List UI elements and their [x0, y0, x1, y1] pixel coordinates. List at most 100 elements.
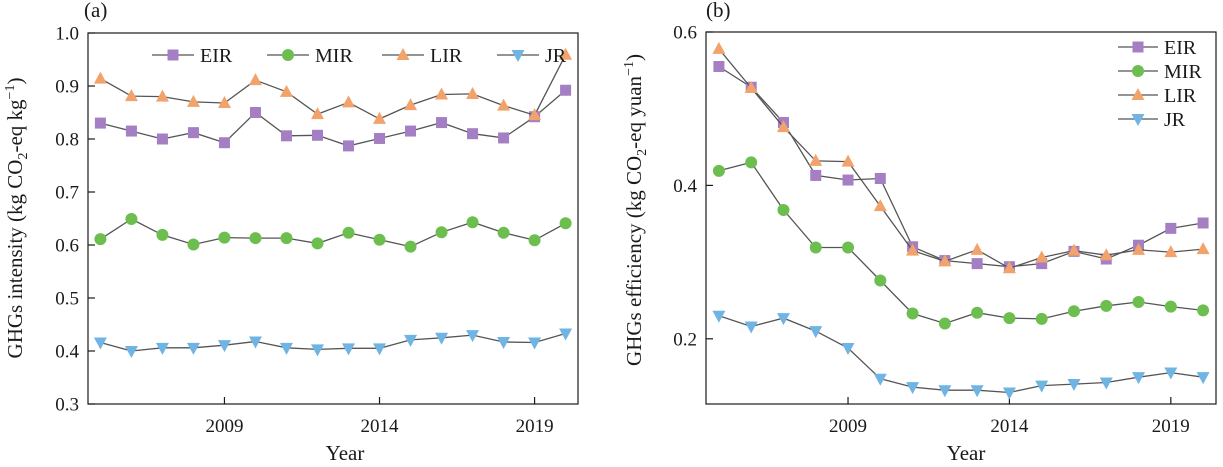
- data-point-mir: [435, 226, 448, 239]
- legend-marker-mir: [1132, 65, 1144, 77]
- y-tick-label: 0.6: [55, 236, 79, 257]
- data-point-eir: [971, 258, 983, 270]
- legend-marker-eir: [167, 49, 179, 61]
- data-point-jr: [435, 332, 449, 345]
- panel-b-y-title-part: ): [622, 54, 646, 61]
- data-point-mir: [1197, 304, 1210, 317]
- data-point-mir: [94, 233, 107, 246]
- y-tick-label: 0.3: [55, 395, 79, 416]
- data-point-eir: [1036, 258, 1048, 270]
- data-point-jr: [873, 373, 887, 386]
- data-point-jr: [1099, 377, 1113, 390]
- legend-label-jr: JR: [1164, 109, 1186, 131]
- legend-label-lir: LIR: [1164, 85, 1197, 107]
- panel-a: (a) 0.3 0.4 0.5 0.6 0.7 0.8 0.9 1.0 2009 2014 2019…: [3, 0, 579, 465]
- data-point-jr: [528, 337, 542, 350]
- data-point-eir: [498, 132, 510, 144]
- data-point-mir: [842, 241, 855, 254]
- panel-a-y-title-subscript: 2: [16, 153, 31, 160]
- legend-marker-mir: [282, 49, 294, 61]
- x-tick-label: 2009: [829, 416, 867, 437]
- data-point-lir: [744, 80, 758, 93]
- data-point-lir: [186, 94, 200, 107]
- data-point-jr: [93, 337, 107, 350]
- data-point-jr: [712, 310, 726, 323]
- y-tick-label: 1.0: [55, 24, 79, 45]
- data-point-jr: [1035, 380, 1049, 393]
- series-line-lir: [718, 48, 1204, 269]
- data-point-mir: [1003, 312, 1016, 325]
- series-line-lir: [100, 54, 567, 120]
- data-point-jr: [970, 385, 984, 398]
- data-point-mir: [249, 232, 262, 245]
- data-point-lir: [1196, 242, 1210, 255]
- data-point-jr: [938, 385, 952, 398]
- y-tick-label: 0.8: [55, 130, 79, 151]
- data-point-eir: [374, 132, 386, 144]
- panel-b-x-axis-title: Year: [947, 441, 986, 465]
- y-tick-label: 0.2: [673, 329, 697, 350]
- data-point-lir: [248, 73, 262, 86]
- x-tick-label: 2019: [1152, 416, 1190, 437]
- panel-a-y-title-part: GHGs intensity (kg CO: [3, 160, 27, 359]
- legend-marker-jr: [511, 50, 525, 62]
- data-point-lir: [873, 199, 887, 212]
- x-tick-label: 2019: [516, 416, 554, 437]
- data-point-jr: [776, 313, 790, 326]
- series-line-mir: [718, 161, 1204, 325]
- data-point-mir: [1100, 299, 1113, 312]
- data-point-lir: [310, 107, 324, 120]
- data-point-jr: [155, 342, 169, 355]
- data-point-mir: [497, 226, 510, 239]
- data-point-lir: [559, 47, 573, 60]
- panel-a-y-title-part: ): [3, 78, 27, 85]
- data-point-lir: [155, 89, 169, 102]
- data-point-mir: [311, 237, 324, 250]
- data-point-jr: [373, 343, 387, 356]
- data-point-eir: [311, 129, 323, 141]
- data-point-lir: [970, 242, 984, 255]
- series-line-eir: [718, 65, 1204, 268]
- data-point-lir: [466, 86, 480, 99]
- data-point-lir: [373, 111, 387, 124]
- panel-label-a: (a): [84, 0, 107, 22]
- data-point-jr: [404, 334, 418, 347]
- data-point-eir: [436, 117, 448, 129]
- data-point-jr: [1002, 387, 1016, 400]
- panel-a-x-axis-title: Year: [326, 441, 365, 465]
- data-point-lir: [435, 87, 449, 100]
- data-point-jr: [186, 342, 200, 355]
- y-tick-label: 0.5: [55, 289, 79, 310]
- y-tick-label: 0.6: [673, 23, 697, 44]
- x-tick-label: 2014: [990, 416, 1029, 437]
- data-point-lir: [906, 243, 920, 256]
- x-tick-label: 2009: [205, 416, 243, 437]
- legend-label-eir: EIR: [1164, 37, 1197, 59]
- series-line-jr: [718, 315, 1204, 394]
- plot-frame: [705, 31, 1217, 405]
- data-point-eir: [280, 130, 292, 142]
- legend-marker-jr: [1131, 114, 1145, 126]
- legend-label-jr: JR: [545, 45, 567, 67]
- data-point-mir: [466, 216, 479, 229]
- data-point-mir: [1164, 300, 1177, 313]
- data-point-jr: [1132, 372, 1146, 385]
- panel-b-y-title-superscript: −1: [622, 61, 637, 76]
- data-point-lir: [841, 154, 855, 167]
- data-point-lir: [1002, 261, 1016, 274]
- data-point-eir: [218, 137, 230, 149]
- data-point-lir: [938, 254, 952, 267]
- data-point-mir: [777, 203, 790, 216]
- data-point-jr: [217, 340, 231, 353]
- data-point-mir: [1132, 295, 1145, 308]
- x-tick-label: 2014: [361, 416, 400, 437]
- legend-label-mir: MIR: [1164, 61, 1202, 83]
- data-point-jr: [466, 330, 480, 343]
- data-point-lir: [404, 98, 418, 111]
- panel-a-y-axis-title: GHGs intensity (kg CO2-eq kg−1): [3, 78, 31, 359]
- data-point-lir: [93, 71, 107, 84]
- data-point-jr: [559, 328, 573, 341]
- data-point-eir: [713, 61, 725, 73]
- y-tick-label: 0.4: [673, 176, 697, 197]
